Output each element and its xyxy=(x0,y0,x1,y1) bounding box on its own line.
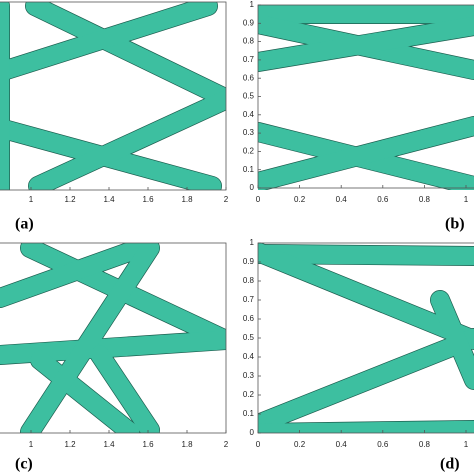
x-tick-label: 0.8 xyxy=(419,195,431,204)
x-tick-label: 1.2 xyxy=(64,195,76,204)
panel xyxy=(258,243,474,433)
band xyxy=(28,90,226,190)
x-tick-label: 2 xyxy=(224,440,229,449)
y-tick-label: 0.1 xyxy=(243,165,255,174)
x-tick-label: 1 xyxy=(464,195,469,204)
y-tick-label: 0.2 xyxy=(243,147,255,156)
y-tick-label: 0 xyxy=(250,428,255,437)
y-tick-label: 0.7 xyxy=(243,295,255,304)
x-tick-label: 1 xyxy=(29,440,34,449)
y-tick-label: 0.5 xyxy=(243,333,255,342)
y-tick-label: 0.6 xyxy=(243,314,255,323)
x-tick-label: 0.2 xyxy=(294,195,306,204)
y-tick-label: 1 xyxy=(250,0,255,9)
x-tick-label: 1.2 xyxy=(64,440,76,449)
y-tick-label: 0.4 xyxy=(243,110,255,119)
y-tick-label: 0.2 xyxy=(243,390,255,399)
band xyxy=(0,2,218,82)
band xyxy=(258,116,474,190)
y-tick-label: 0.9 xyxy=(243,18,255,27)
x-tick-label: 0.6 xyxy=(377,195,389,204)
x-tick-label: 0.8 xyxy=(419,440,431,449)
y-tick-label: 0.8 xyxy=(243,37,255,46)
x-tick-label: 0 xyxy=(256,195,261,204)
band xyxy=(258,16,474,72)
x-tick-label: 0.4 xyxy=(336,195,348,204)
y-tick-label: 0 xyxy=(250,183,255,192)
y-tick-label: 0.3 xyxy=(243,371,255,380)
plot-frame xyxy=(0,1,227,191)
band xyxy=(90,345,160,433)
y-tick-label: 1 xyxy=(250,238,255,247)
x-tick-label: 1.4 xyxy=(103,195,115,204)
panel xyxy=(0,2,226,190)
band xyxy=(0,330,226,365)
x-tick-label: 2 xyxy=(224,195,229,204)
band xyxy=(30,350,140,433)
x-tick-label: 1.6 xyxy=(142,195,154,204)
band xyxy=(258,420,474,433)
y-tick-label: 0.9 xyxy=(243,257,255,266)
band xyxy=(258,244,474,266)
panel-label: (c) xyxy=(15,456,33,473)
band xyxy=(258,328,474,433)
plot-frame xyxy=(0,242,227,434)
band xyxy=(25,2,226,108)
x-tick-label: 0 xyxy=(256,440,261,449)
band xyxy=(20,243,160,433)
y-tick-label: 0.8 xyxy=(243,276,255,285)
x-tick-label: 1.8 xyxy=(181,440,193,449)
x-tick-label: 1 xyxy=(464,440,469,449)
y-tick-label: 0.6 xyxy=(243,73,255,82)
y-tick-label: 0.3 xyxy=(243,128,255,137)
x-tick-label: 0.2 xyxy=(294,440,306,449)
panel-label: (d) xyxy=(440,456,460,473)
y-tick-label: 0.7 xyxy=(243,55,255,64)
x-tick-label: 1.6 xyxy=(142,440,154,449)
x-tick-label: 0.6 xyxy=(377,440,389,449)
x-tick-label: 1.8 xyxy=(181,195,193,204)
band xyxy=(0,243,150,308)
panel xyxy=(258,5,474,190)
y-tick-label: 0.5 xyxy=(243,92,255,101)
x-tick-label: 1 xyxy=(29,195,34,204)
band xyxy=(258,243,474,350)
x-tick-label: 1.4 xyxy=(103,440,115,449)
y-tick-label: 0.4 xyxy=(243,352,255,361)
panel-label: (b) xyxy=(445,216,465,233)
band xyxy=(430,290,474,390)
panel xyxy=(0,243,226,433)
panel-label: (a) xyxy=(15,216,34,233)
y-tick-label: 0.1 xyxy=(243,409,255,418)
x-tick-label: 0.4 xyxy=(336,440,348,449)
